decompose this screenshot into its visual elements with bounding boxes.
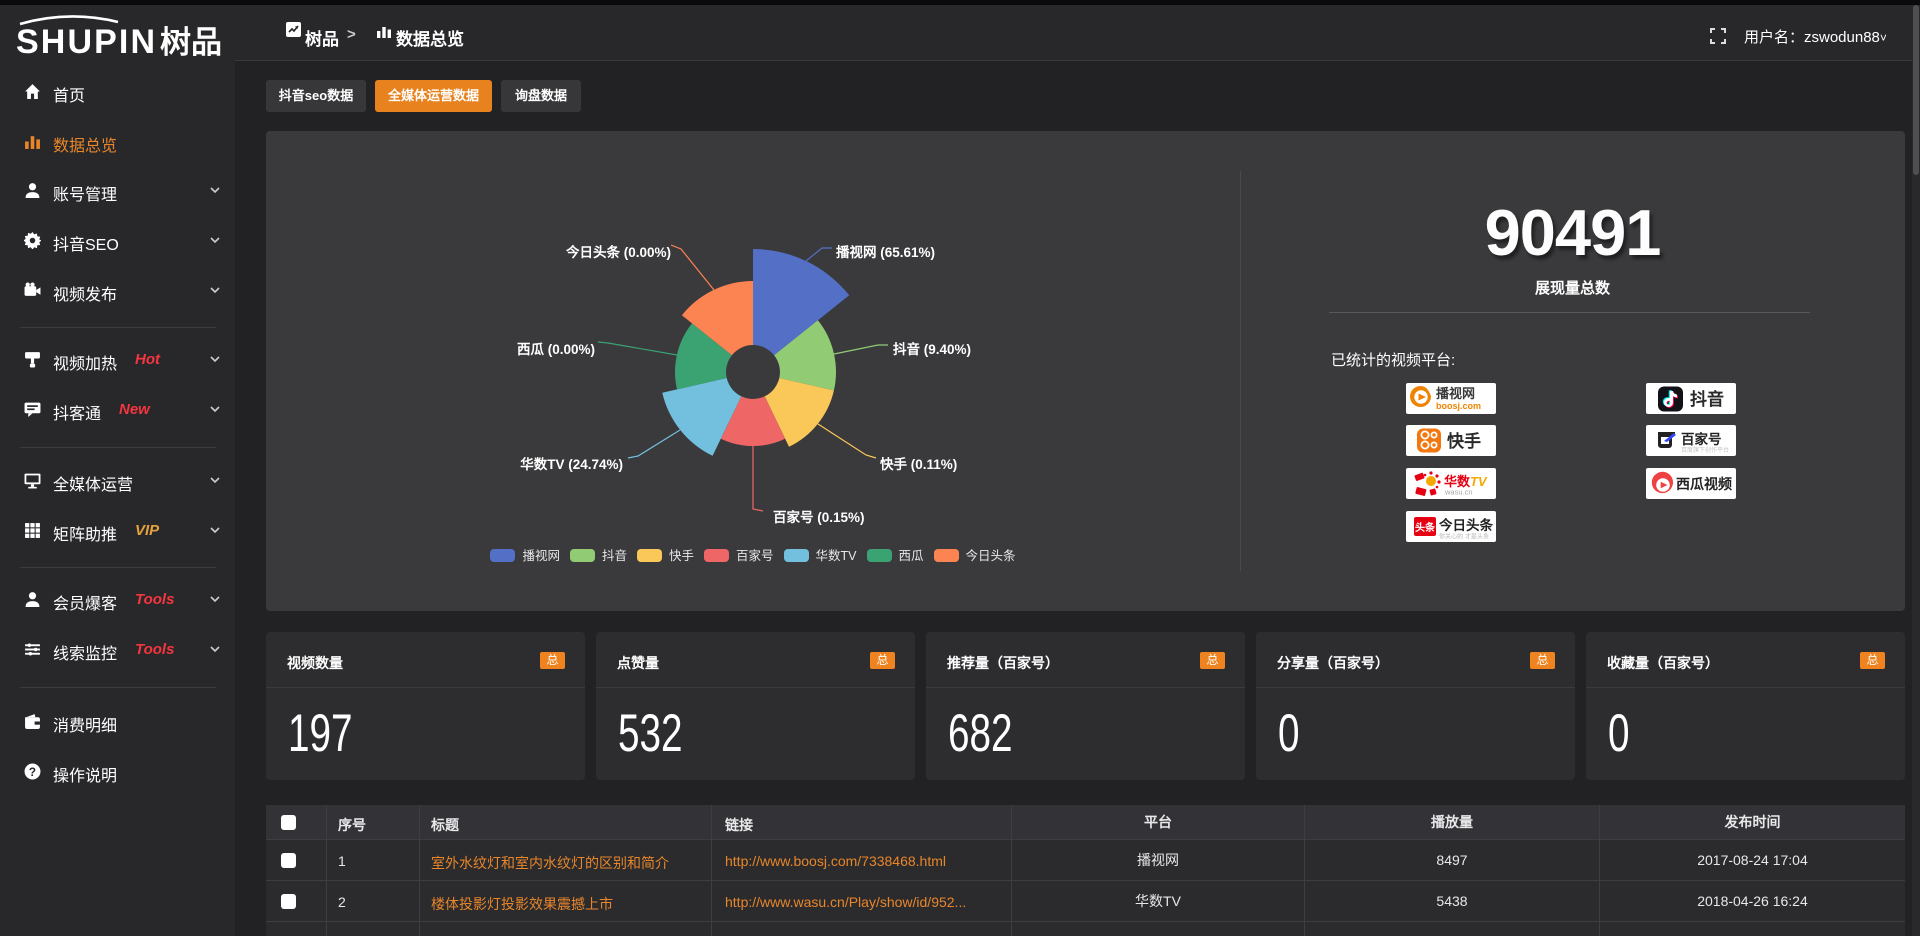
svg-text:百度旗下创作平台: 百度旗下创作平台: [1681, 446, 1729, 454]
svg-text:TV: TV: [1470, 474, 1488, 489]
svg-text:树品: 树品: [160, 25, 222, 59]
svg-text:wasu.cn: wasu.cn: [1444, 488, 1473, 497]
svg-text:SHUPIN: SHUPIN: [16, 23, 155, 59]
svg-text:头条: 头条: [1415, 521, 1436, 534]
svg-text:快手: 快手: [1447, 431, 1481, 451]
svg-text:播视网: 播视网: [1436, 386, 1475, 401]
svg-text:今日头条: 今日头条: [1439, 517, 1493, 533]
svg-text:西瓜视频: 西瓜视频: [1676, 476, 1732, 492]
svg-text:抖音: 抖音: [1690, 389, 1724, 409]
svg-text:华数: 华数: [1444, 474, 1471, 489]
svg-text:?: ?: [29, 766, 36, 779]
svg-text:boosj.com: boosj.com: [1436, 401, 1481, 411]
svg-text:你关心的 才是头条: 你关心的 才是头条: [1439, 533, 1489, 541]
svg-text:百家号: 百家号: [1681, 431, 1722, 447]
